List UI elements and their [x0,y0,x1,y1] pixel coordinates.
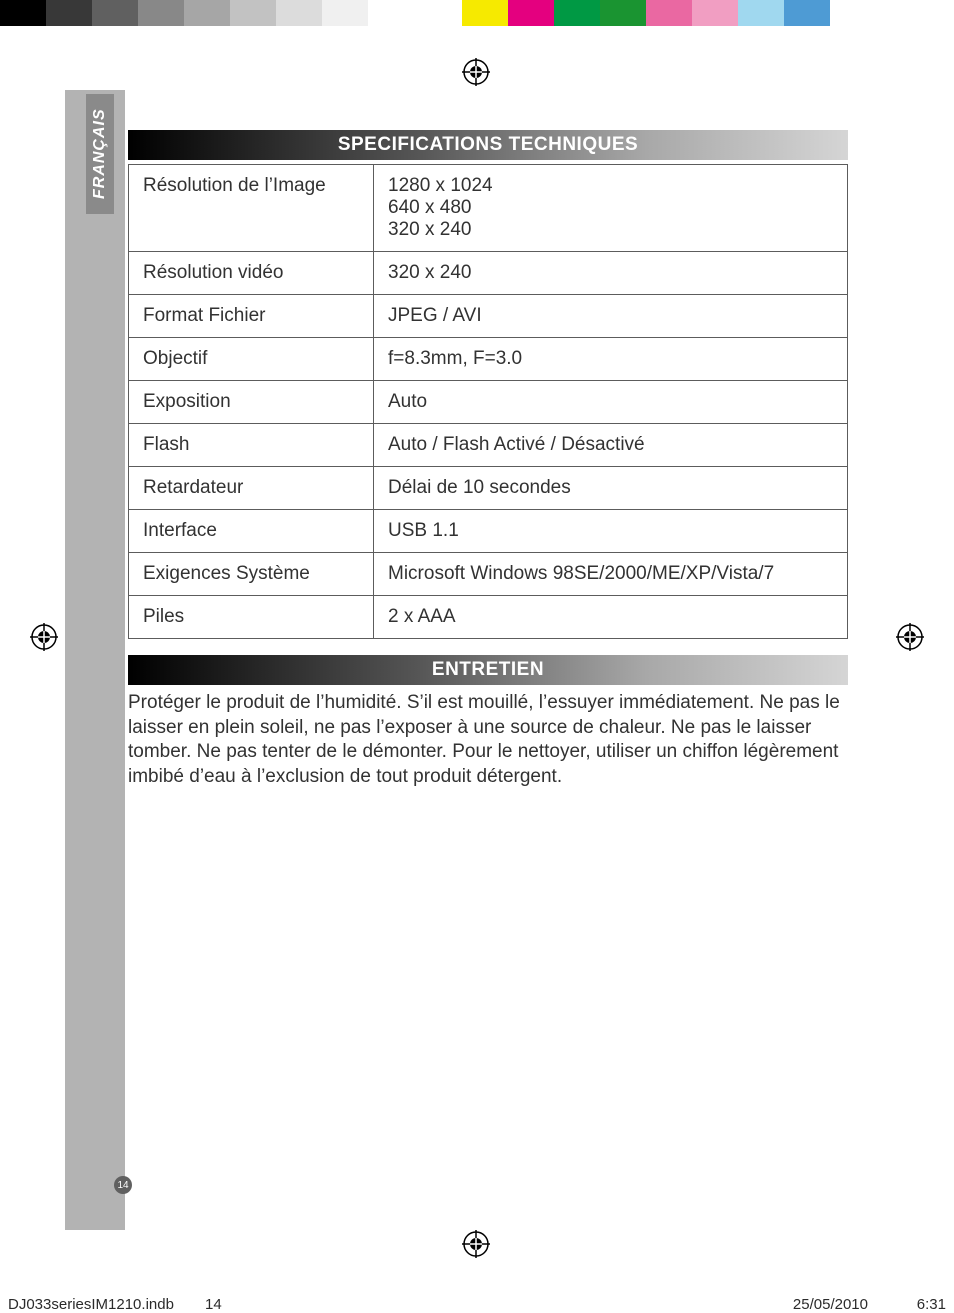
table-row: Objectiff=8.3mm, F=3.0 [129,338,848,381]
footer-date: 25/05/2010 [793,1296,868,1313]
table-row: FlashAuto / Flash Activé / Désactivé [129,424,848,467]
color-swatch [368,0,414,26]
section-header-maintenance: ENTRETIEN [128,655,848,685]
spec-value: JPEG / AVI [374,295,848,338]
spec-label: Objectif [129,338,374,381]
registration-mark-icon [462,1230,490,1258]
spec-label: Piles [129,596,374,639]
color-swatch [322,0,368,26]
color-swatch [554,0,600,26]
registration-mark-icon [896,623,924,651]
left-margin-strip [65,90,125,1230]
maintenance-body-text: Protéger le produit de l’humidité. S’il … [128,691,848,790]
table-row: RetardateurDélai de 10 secondes [129,467,848,510]
color-swatch [0,0,46,26]
spec-value: 1280 x 1024 640 x 480 320 x 240 [374,165,848,252]
table-row: Exigences SystèmeMicrosoft Windows 98SE/… [129,553,848,596]
spec-label: Résolution de l’Image [129,165,374,252]
spec-value: USB 1.1 [374,510,848,553]
footer-filename: DJ033seriesIM1210.indb [8,1296,174,1313]
spec-label: Interface [129,510,374,553]
footer-time: 6:31 [917,1296,946,1313]
footer-page: 14 [205,1296,222,1313]
table-row: Piles2 x AAA [129,596,848,639]
table-row: ExpositionAuto [129,381,848,424]
color-swatch [462,0,508,26]
specs-table: Résolution de l’Image1280 x 1024 640 x 4… [128,164,848,639]
spec-value: Auto [374,381,848,424]
section-header-specs: SPECIFICATIONS TECHNIQUES [128,130,848,160]
spec-value: Délai de 10 secondes [374,467,848,510]
page-number-badge: 14 [114,1176,132,1194]
spec-label: Exigences Système [129,553,374,596]
spec-value: f=8.3mm, F=3.0 [374,338,848,381]
spec-label: Résolution vidéo [129,252,374,295]
color-swatch [738,0,784,26]
spec-value: Microsoft Windows 98SE/2000/ME/XP/Vista/… [374,553,848,596]
spec-value: 2 x AAA [374,596,848,639]
table-row: InterfaceUSB 1.1 [129,510,848,553]
color-swatch [830,0,914,26]
color-swatch [784,0,830,26]
spec-label: Format Fichier [129,295,374,338]
table-row: Résolution de l’Image1280 x 1024 640 x 4… [129,165,848,252]
color-swatch [46,0,92,26]
registration-mark-icon [30,623,58,651]
language-tab: FRANÇAIS [86,94,114,214]
spec-label: Exposition [129,381,374,424]
color-swatch [230,0,276,26]
color-swatch [276,0,322,26]
spec-label: Retardateur [129,467,374,510]
table-row: Format FichierJPEG / AVI [129,295,848,338]
spec-value: 320 x 240 [374,252,848,295]
color-swatch [414,0,462,26]
color-swatch [600,0,646,26]
registration-mark-icon [462,58,490,86]
spec-value: Auto / Flash Activé / Désactivé [374,424,848,467]
printer-color-bar [0,0,954,26]
color-swatch [184,0,230,26]
spec-label: Flash [129,424,374,467]
table-row: Résolution vidéo320 x 240 [129,252,848,295]
color-swatch [646,0,692,26]
color-swatch [92,0,138,26]
color-swatch [508,0,554,26]
color-swatch [138,0,184,26]
page-content: SPECIFICATIONS TECHNIQUES Résolution de … [128,130,848,790]
color-swatch [692,0,738,26]
